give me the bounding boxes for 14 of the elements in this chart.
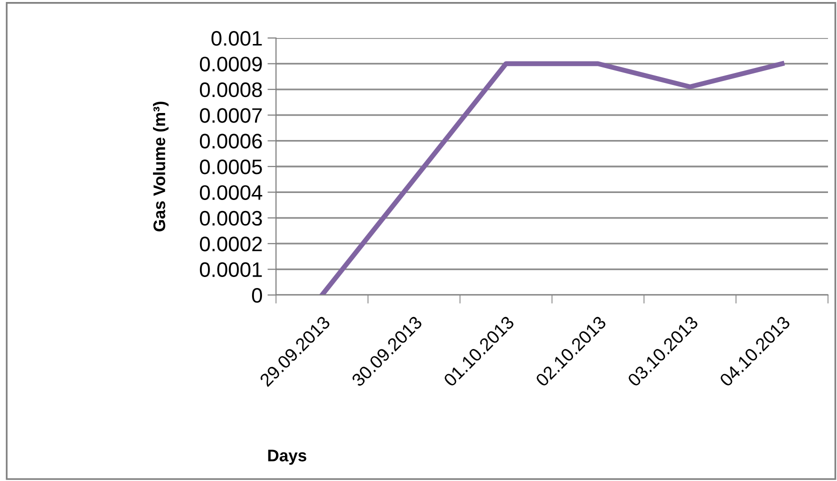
line-series (320, 61, 784, 295)
y-axis-title: Gas Volume (m³) (153, 102, 169, 232)
y-tick-label: 0.0001 (200, 262, 262, 278)
y-tick-label: 0.0003 (200, 210, 262, 226)
y-tick-label: 0.0007 (200, 108, 262, 123)
y-tick-label: 0.001 (211, 31, 262, 46)
x-axis-title: Days (268, 450, 306, 465)
y-tick-label: 0.0004 (200, 185, 262, 200)
y-tick-label: 0.0006 (200, 134, 262, 149)
y-tick-label: 0.0002 (200, 236, 262, 252)
y-tick-label: 0 (252, 288, 262, 303)
y-tick-label: 0.0005 (200, 160, 262, 174)
y-tick-label: 0.0009 (200, 56, 262, 72)
y-tick-label: 0.0008 (200, 82, 262, 98)
